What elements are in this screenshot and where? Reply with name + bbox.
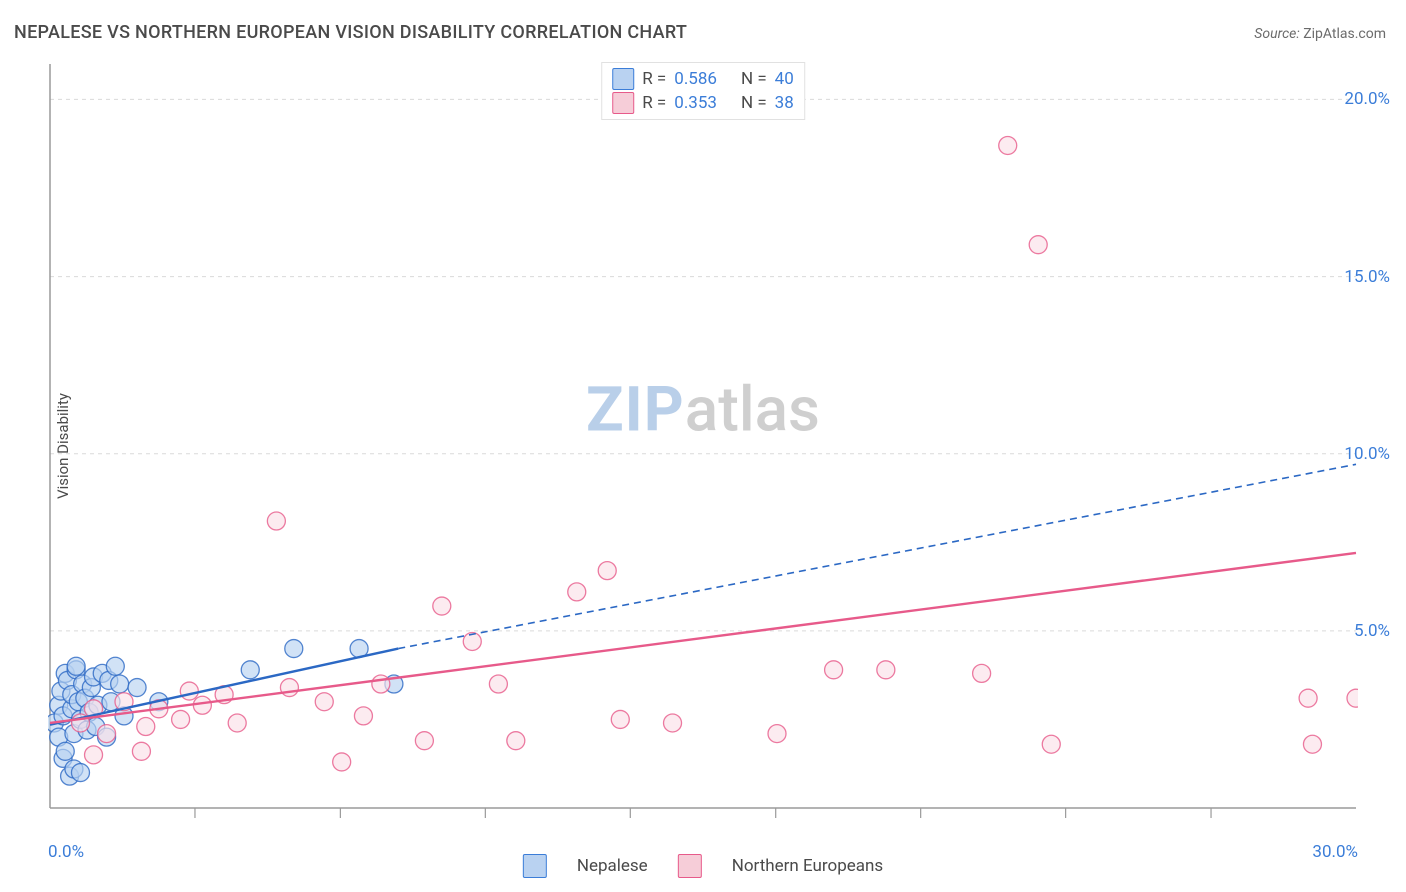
source-attribution: Source: ZipAtlas.com xyxy=(1254,26,1386,42)
y-tick-label: 5.0% xyxy=(1354,621,1390,641)
n-value: 40 xyxy=(775,67,794,91)
legend-swatch-icon xyxy=(612,68,634,90)
r-value: 0.586 xyxy=(674,67,717,91)
legend-swatch-icon xyxy=(523,854,547,878)
r-label: R = xyxy=(642,67,666,91)
r-value: 0.353 xyxy=(674,91,717,115)
n-label: N = xyxy=(741,67,767,91)
chart-container: NEPALESE VS NORTHERN EUROPEAN VISION DIS… xyxy=(0,0,1406,892)
legend-swatch-icon xyxy=(678,854,702,878)
n-label: N = xyxy=(741,91,767,115)
source-name: ZipAtlas.com xyxy=(1303,26,1386,42)
n-value: 38 xyxy=(775,91,794,115)
legend-series: Nepalese Northern Europeans xyxy=(523,854,883,878)
y-tick-label: 15.0% xyxy=(1344,267,1390,287)
legend-stats: R = 0.586 N = 40 R = 0.353 N = 38 xyxy=(601,62,805,120)
legend-series-label: Nepalese xyxy=(577,856,648,876)
y-tick-label: 10.0% xyxy=(1344,444,1390,464)
legend-stats-row: R = 0.586 N = 40 xyxy=(612,67,794,91)
x-axis-origin-label: 0.0% xyxy=(48,842,84,862)
legend-series-label: Northern Europeans xyxy=(732,856,883,876)
y-tick-label: 20.0% xyxy=(1344,89,1390,109)
legend-stats-row: R = 0.353 N = 38 xyxy=(612,91,794,115)
plot-svg xyxy=(48,60,1358,820)
chart-title: NEPALESE VS NORTHERN EUROPEAN VISION DIS… xyxy=(14,22,687,43)
legend-swatch-icon xyxy=(612,92,634,114)
x-axis-end-label: 30.0% xyxy=(1312,842,1358,862)
r-label: R = xyxy=(642,91,666,115)
source-label: Source: xyxy=(1254,26,1299,42)
